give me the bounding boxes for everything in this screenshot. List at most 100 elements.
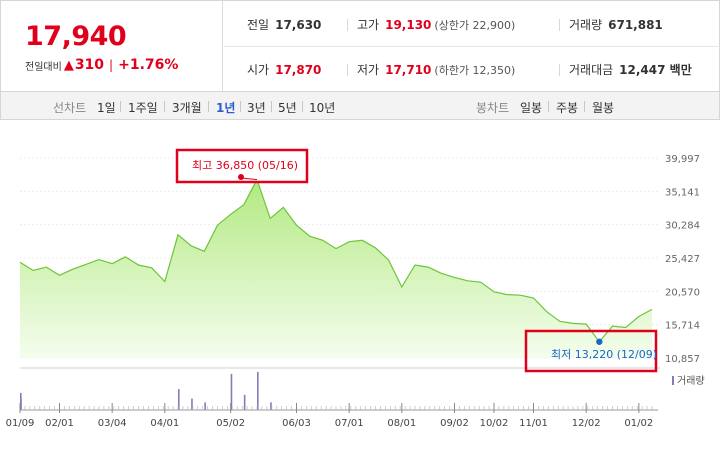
lower-limit: (하한가 12,350)	[434, 64, 516, 77]
current-price-box: 17,940 전일대비 ▲ 310 | +1.76%	[1, 1, 223, 92]
tab-3-years[interactable]: 3년	[247, 101, 266, 115]
trade-value-stat: 거래대금 12,447 백만	[569, 61, 692, 78]
upper-limit: (상한가 22,900)	[434, 19, 516, 32]
change-value: 310	[74, 57, 105, 73]
change-percent: +1.76%	[118, 57, 179, 73]
volume-value: 671,881	[608, 18, 663, 32]
stat-divider	[559, 64, 560, 76]
tab-divider	[240, 101, 241, 112]
up-arrow-icon: ▲	[63, 57, 74, 73]
price-tick-label: 10,857	[665, 354, 700, 365]
volume-bar	[20, 398, 22, 410]
price-area-fill	[20, 179, 652, 358]
tab-divider	[302, 101, 303, 112]
date-tick-label: 08/01	[387, 418, 416, 429]
price-tick-label: 15,714	[665, 321, 700, 332]
volume-bar	[230, 373, 233, 410]
volume-legend-label: 거래량	[677, 375, 705, 387]
price-change-row: 전일대비 ▲ 310 | +1.76%	[25, 57, 178, 73]
low-label: 저가	[357, 63, 380, 77]
date-tick-label: 06/03	[282, 418, 311, 429]
tab-divider	[271, 101, 272, 112]
volume-bar	[191, 398, 193, 410]
low-annotation: 최저 13,220 (12/09)	[524, 329, 658, 373]
prev-close-stat: 전일 17,630	[247, 16, 321, 33]
open-stat: 시가 17,870	[247, 61, 321, 78]
candle-chart-label: 봉차트	[476, 101, 510, 115]
trade-value-value: 12,447 백만	[619, 63, 692, 77]
tab-1-week[interactable]: 1주일	[128, 101, 158, 115]
tab-divider	[548, 101, 549, 112]
tab-divider	[164, 101, 165, 112]
high-annotation-label: 최고 36,850 (05/16)	[192, 159, 298, 172]
price-tick-label: 20,570	[665, 287, 700, 298]
tab-daily-candle[interactable]: 일봉	[520, 101, 543, 115]
tab-1-year[interactable]: 1년	[216, 101, 236, 115]
price-line	[19, 178, 653, 343]
tab-weekly-candle[interactable]: 주봉	[556, 101, 579, 115]
date-tick-label: 07/01	[335, 418, 364, 429]
date-tick-label: 01/02	[624, 418, 653, 429]
tab-1-day[interactable]: 1일	[97, 101, 116, 115]
volume-stat: 거래량 671,881	[569, 16, 663, 33]
price-tick-label: 25,427	[665, 254, 700, 265]
date-tick-label: 09/02	[440, 418, 469, 429]
date-tick-label: 10/02	[480, 418, 509, 429]
trade-value-label: 거래대금	[569, 63, 614, 77]
low-annotation-label: 최저 13,220 (12/09)	[551, 348, 657, 361]
price-chart: 39,997 35,141 30,284 25,427 20,570 15,714 10,8…	[6, 148, 705, 429]
tab-5-years[interactable]: 5년	[278, 101, 297, 115]
high-stat: 고가 19,130 (상한가 22,900)	[357, 16, 515, 33]
stat-divider	[347, 64, 348, 76]
tab-divider	[208, 101, 209, 112]
stat-row-divider	[224, 46, 720, 47]
volume-bar	[270, 402, 272, 410]
prev-close-label: 전일	[247, 18, 270, 32]
date-tick-label: 01/09	[6, 418, 35, 429]
change-separator: |	[109, 58, 114, 72]
date-tick-label: 03/04	[98, 418, 127, 429]
date-tick-label: 12/02	[572, 418, 601, 429]
volume-bars	[20, 372, 272, 410]
chart-period-tabs: 선차트 1일 1주일 3개월 1년 3년 5년 10년 봉차트 일봉 주봉 월봉	[0, 91, 720, 120]
tab-monthly-candle[interactable]: 월봉	[592, 101, 615, 115]
date-tick-label: 04/01	[150, 418, 179, 429]
volume-bar	[243, 394, 246, 410]
date-tick-label: 11/01	[519, 418, 548, 429]
high-marker	[238, 174, 244, 180]
low-annotation-box	[524, 329, 658, 373]
volume-bar	[257, 372, 259, 410]
volume-label: 거래량	[569, 18, 603, 32]
quote-summary-panel: 17,940 전일대비 ▲ 310 | +1.76% 전일 17,630 고가 19…	[0, 0, 720, 92]
extreme-markers	[238, 174, 603, 345]
high-value: 19,130	[385, 18, 432, 32]
open-label: 시가	[247, 63, 270, 77]
price-tick-label: 30,284	[665, 221, 700, 232]
date-tick-label: 05/02	[216, 418, 245, 429]
low-marker	[596, 338, 603, 345]
volume-bar	[204, 402, 206, 410]
price-axis-labels: 39,997 35,141 30,284 25,427 20,570 15,714 10,8…	[665, 154, 700, 365]
price-area	[19, 178, 653, 358]
price-tick-label: 35,141	[665, 187, 700, 198]
tab-divider	[584, 101, 585, 112]
date-tick-label: 02/01	[45, 418, 74, 429]
line-chart-label: 선차트	[53, 101, 87, 115]
stat-divider	[347, 19, 348, 31]
price-tick-label: 39,997	[665, 154, 700, 165]
prev-close-value: 17,630	[275, 18, 322, 32]
tab-divider	[120, 101, 121, 112]
stat-divider	[559, 19, 560, 31]
tab-3-months[interactable]: 3개월	[172, 101, 202, 115]
low-value: 17,710	[385, 63, 432, 77]
volume-legend: 거래량	[672, 375, 705, 387]
tab-10-years[interactable]: 10년	[309, 101, 336, 115]
current-price: 17,940	[25, 21, 127, 52]
volume-bar	[178, 389, 180, 410]
date-axis: 01/09 02/01 03/04 04/01 05/02 06/03 07/01 08/01…	[6, 403, 658, 429]
open-value: 17,870	[275, 63, 322, 77]
change-label: 전일대비	[25, 61, 62, 73]
volume-legend-swatch	[672, 376, 674, 385]
high-label: 고가	[357, 18, 380, 32]
low-stat: 저가 17,710 (하한가 12,350)	[357, 61, 515, 78]
